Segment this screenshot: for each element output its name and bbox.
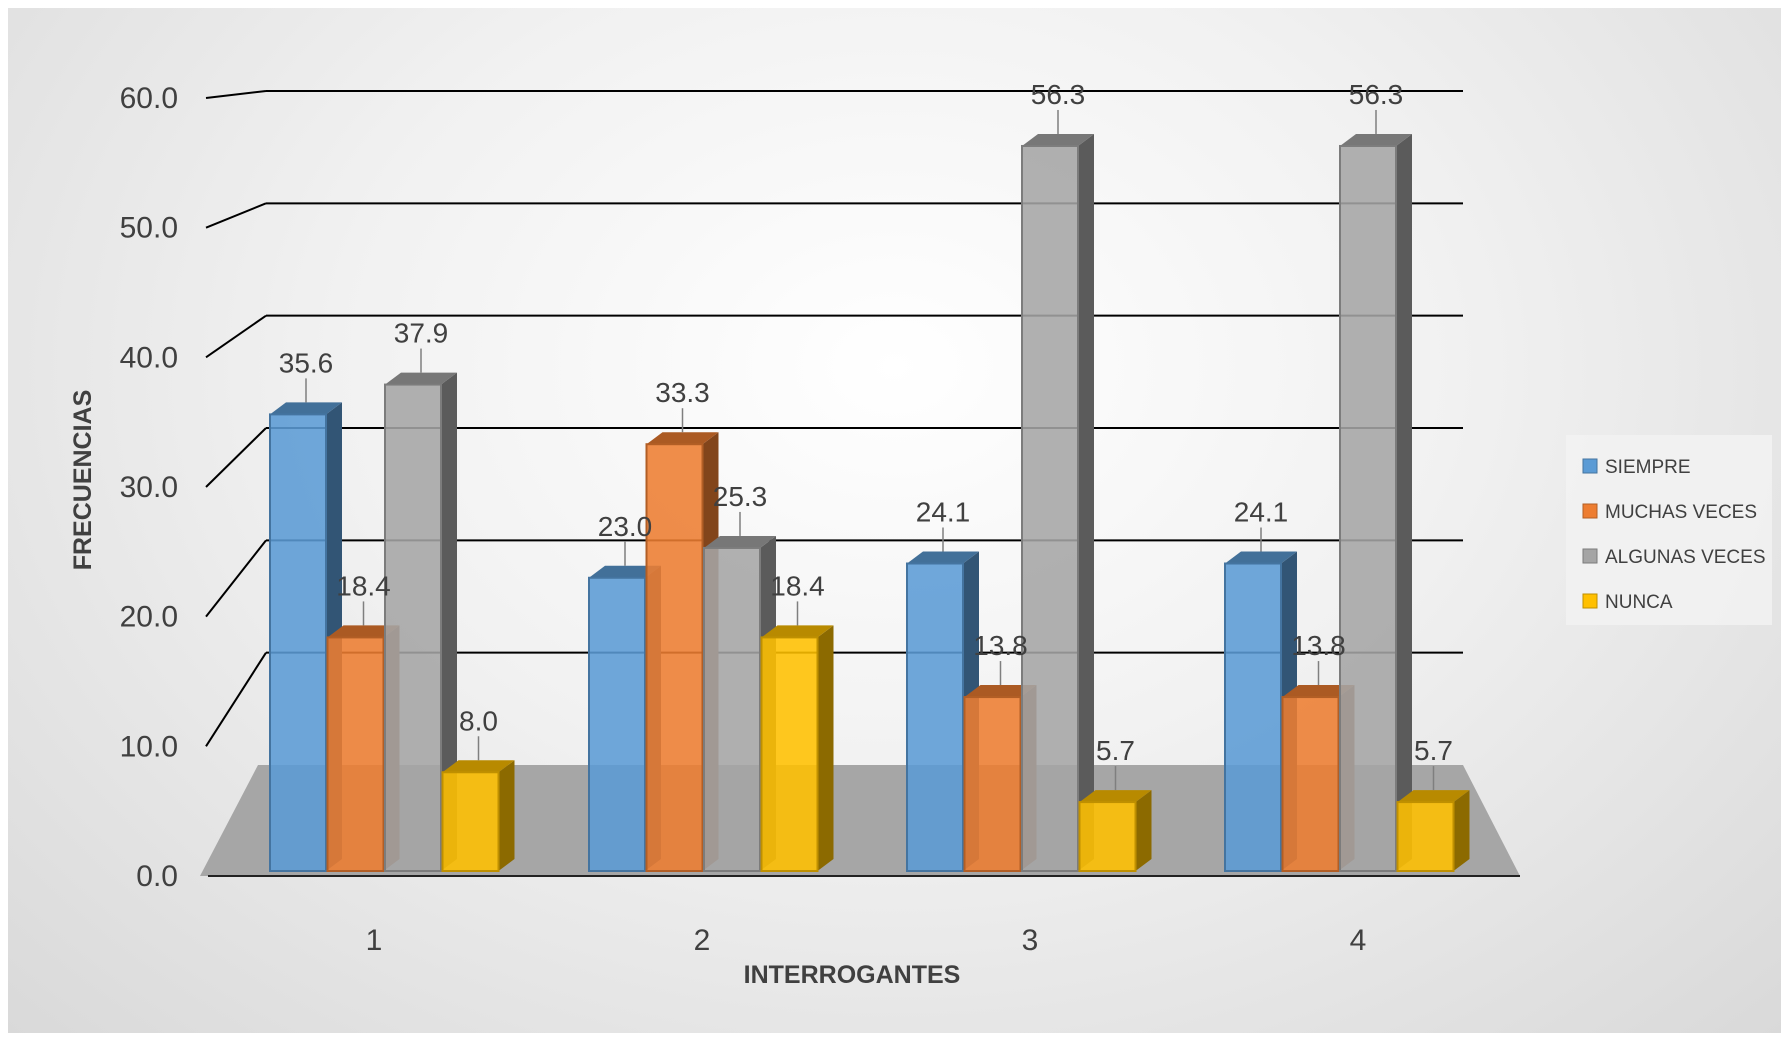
data-label: 37.9 — [394, 318, 449, 349]
y-tick-label: 60.0 — [120, 82, 178, 115]
x-axis-title: INTERROGANTES — [744, 961, 961, 989]
gridline-connector — [205, 314, 267, 359]
y-tick-label: 0.0 — [136, 860, 178, 893]
bar-top — [385, 372, 457, 385]
bar-side — [1078, 133, 1094, 871]
bar — [703, 535, 776, 873]
y-tick-label: 20.0 — [120, 601, 178, 634]
legend-entry-label: NUNCA — [1605, 592, 1673, 613]
chart-area: 0.0 10.0 20.0 30.0 40.0 50.0 60.0 1 2 3 4 35.6 18.4… — [8, 8, 1781, 1033]
bar — [1021, 133, 1094, 872]
bar-side — [1396, 133, 1412, 871]
bar-front — [1281, 696, 1340, 872]
bar-front — [906, 562, 964, 873]
x-tick-label: 3 — [1022, 924, 1039, 957]
bar — [1078, 790, 1152, 873]
data-label: 24.1 — [1234, 497, 1289, 528]
legend-swatch — [1582, 458, 1598, 474]
y-tick-label: 50.0 — [120, 212, 178, 245]
bar-top — [704, 535, 776, 548]
bar — [1396, 790, 1470, 873]
gridline-connector — [205, 202, 267, 229]
bar-top — [1340, 133, 1412, 146]
gridline-connector — [205, 90, 267, 99]
bar-front — [1078, 801, 1137, 873]
data-label: 8.0 — [459, 705, 498, 736]
data-label: 18.4 — [770, 570, 825, 601]
bar-front — [269, 413, 327, 872]
bar-top — [1022, 133, 1094, 146]
bar-front — [1021, 144, 1079, 872]
bar-top — [761, 625, 834, 638]
bar — [760, 625, 834, 872]
bar-side — [1135, 790, 1152, 871]
bar-top — [442, 760, 515, 773]
data-label: 56.3 — [1349, 79, 1404, 110]
bar — [441, 760, 515, 872]
legend-entry-label: ALGUNAS VECES — [1605, 547, 1766, 568]
x-tick-label: 4 — [1350, 924, 1367, 957]
legend-swatch — [1582, 548, 1598, 564]
data-label: 56.3 — [1031, 79, 1086, 110]
data-label: 23.0 — [598, 511, 653, 542]
gridline-connector — [205, 427, 267, 488]
y-tick-label: 10.0 — [120, 730, 178, 763]
data-label: 5.7 — [1414, 735, 1453, 766]
bar-top — [1397, 790, 1470, 803]
bar-front — [1396, 801, 1455, 873]
x-tick-label: 1 — [366, 924, 383, 957]
bar-top — [646, 432, 719, 445]
gridline-connector — [205, 652, 267, 747]
chart-floor — [200, 765, 1520, 876]
legend-swatch — [1582, 593, 1598, 609]
bar-side — [817, 625, 834, 871]
legend: SIEMPRE MUCHAS VECES ALGUNAS VECES NUNCA — [1566, 435, 1772, 625]
x-tick-label: 2 — [694, 924, 711, 957]
bar-front — [326, 636, 385, 872]
data-label: 5.7 — [1096, 735, 1135, 766]
bar-top — [1079, 790, 1152, 803]
data-label: 25.3 — [713, 481, 768, 512]
bar-front — [1339, 144, 1397, 872]
legend-box — [1566, 435, 1772, 625]
data-label: 35.6 — [279, 347, 334, 378]
bar-front — [703, 546, 761, 873]
bar-top — [1282, 685, 1355, 698]
data-label: 24.1 — [916, 497, 971, 528]
bar — [1339, 133, 1412, 872]
bar-top — [589, 565, 661, 578]
bar-top — [327, 625, 400, 638]
legend-entry-label: SIEMPRE — [1605, 457, 1691, 478]
bar-side — [441, 372, 457, 871]
y-tick-label: 30.0 — [120, 471, 178, 504]
bar-front — [645, 443, 704, 872]
bar-side — [1453, 790, 1470, 871]
bar-front — [760, 636, 819, 872]
data-label: 18.4 — [336, 570, 391, 601]
y-tick-label: 40.0 — [120, 341, 178, 374]
bar — [384, 372, 457, 872]
data-label: 13.8 — [1291, 630, 1346, 661]
bar-side — [498, 760, 515, 871]
y-axis-title: FRECUENCIAS — [69, 390, 97, 571]
bar-top — [1225, 551, 1297, 564]
legend-entry-label: MUCHAS VECES — [1605, 502, 1757, 523]
bar-top — [964, 685, 1037, 698]
legend-swatch — [1582, 503, 1598, 519]
data-label: 13.8 — [973, 630, 1028, 661]
bar-front — [384, 383, 442, 872]
bar-front — [1224, 562, 1282, 873]
data-label: 33.3 — [655, 377, 710, 408]
bar-front — [441, 771, 500, 872]
bar-front — [588, 576, 646, 872]
bar-front — [963, 696, 1022, 872]
bar-top — [907, 551, 979, 564]
bar-top — [270, 402, 342, 415]
bar-chart: 0.0 10.0 20.0 30.0 40.0 50.0 60.0 1 2 3 4 35.6 18.4… — [69, 79, 1772, 989]
gridline-connector — [205, 539, 267, 618]
